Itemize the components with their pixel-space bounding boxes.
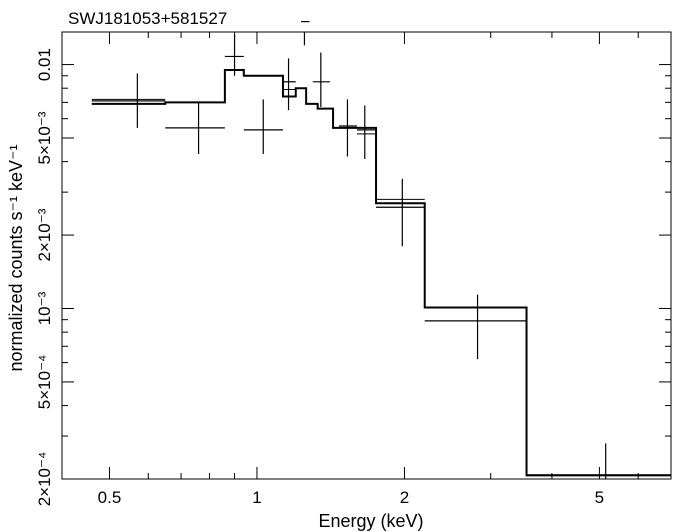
y-tick-label: 10⁻³ [35, 291, 54, 325]
plot-frame [61, 31, 672, 480]
chart-title: SWJ181053+581527 [68, 9, 227, 28]
data-point [91, 73, 166, 128]
data-point [356, 105, 377, 160]
x-tick-label: 2 [400, 488, 409, 507]
y-axis-ticks: 2×10⁻⁴ 5×10⁻⁴ 10⁻³ 2×10⁻³ 5×10⁻³ 0.01 [35, 48, 671, 506]
data-point [376, 178, 425, 247]
data-point [526, 443, 671, 479]
data-point [224, 34, 244, 76]
y-tick-label: 5×10⁻⁴ [35, 355, 54, 410]
x-tick-label: 0.5 [98, 488, 122, 507]
x-tick-label: 1 [252, 488, 261, 507]
x-axis-ticks: 0.5 1 2 5 [61, 32, 672, 507]
data-point [424, 294, 527, 360]
y-tick-label: 0.01 [35, 48, 54, 81]
data-point [165, 102, 225, 154]
y-axis-label: normalized counts s⁻¹ keV⁻¹ [6, 144, 26, 371]
data-point [312, 52, 331, 107]
plot-area [61, 31, 672, 480]
model-thick-step [91, 69, 671, 477]
data-point [338, 99, 357, 157]
data-point [301, 21, 310, 46]
data-point [243, 99, 283, 154]
y-tick-label: 2×10⁻⁴ [35, 452, 54, 507]
chart-marks [91, 21, 671, 479]
y-tick-label: 2×10⁻³ [35, 208, 54, 261]
model-thin-step [91, 89, 425, 200]
x-axis-label: Energy (keV) [318, 511, 423, 531]
data-point [282, 58, 296, 111]
y-tick-label: 5×10⁻³ [35, 111, 54, 164]
x-tick-label: 5 [595, 488, 604, 507]
